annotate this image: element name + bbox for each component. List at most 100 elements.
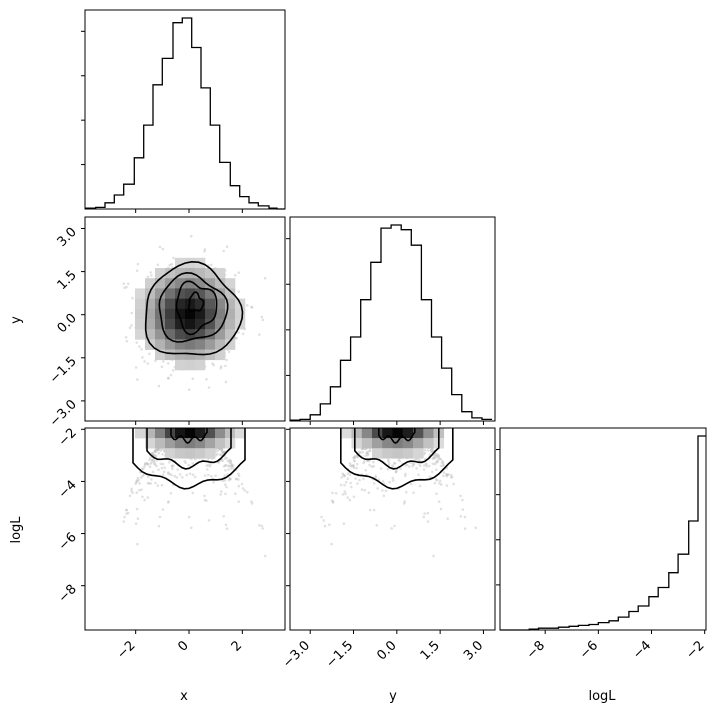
scatter-point <box>219 447 222 451</box>
scatter-point <box>343 490 347 493</box>
scatter-point <box>203 494 206 498</box>
density-cell <box>225 428 236 439</box>
scatter-point <box>434 453 438 457</box>
scatter-point <box>374 474 377 478</box>
scatter-point <box>134 522 138 525</box>
scatter-point <box>156 448 160 451</box>
scatter-point <box>224 464 227 467</box>
panel-frames <box>84 9 707 631</box>
scatter-point <box>230 462 233 465</box>
scatter-point <box>226 459 230 463</box>
scatter-point <box>435 468 438 472</box>
scatter-point <box>216 449 219 453</box>
density-cell <box>372 438 383 449</box>
scatter-point <box>221 479 225 483</box>
scatter-point <box>463 527 467 530</box>
scatter-point <box>348 473 352 477</box>
scatter-point <box>216 452 219 456</box>
density-cell <box>185 308 196 320</box>
density-cell <box>165 438 176 449</box>
scatter-point <box>323 524 327 528</box>
scatter-point <box>350 485 353 489</box>
scatter-point <box>445 484 449 487</box>
x-tick-label: 3.0 <box>461 638 486 663</box>
x-tick-label: −2 <box>114 638 138 662</box>
scatter-point <box>161 462 165 466</box>
scatter-point <box>153 449 156 453</box>
scatter-point <box>439 457 443 461</box>
scatter-point <box>364 454 367 457</box>
scatter-point <box>184 461 187 465</box>
scatter-point <box>370 465 374 469</box>
scatter-point <box>425 465 429 468</box>
scatter-point <box>169 492 173 495</box>
scatter-point <box>352 464 356 468</box>
scatter-point <box>221 450 224 453</box>
scatter-point <box>366 453 370 456</box>
y-axis-label-row3: logL <box>9 516 24 544</box>
scatter-point <box>461 508 465 511</box>
scatter-point <box>136 378 139 381</box>
density-cell <box>145 308 156 320</box>
tick-layer <box>81 30 706 634</box>
scatter-point <box>358 450 361 454</box>
scatter-point <box>367 491 371 495</box>
density-cell <box>372 448 383 459</box>
scatter-point <box>237 500 240 504</box>
scatter-point <box>154 449 157 452</box>
density-cell <box>155 428 166 439</box>
scatter-point <box>221 452 225 455</box>
density-cell <box>185 288 196 299</box>
density-cell <box>145 329 156 340</box>
scatter-point <box>153 463 157 466</box>
scatter-point <box>260 524 264 528</box>
scatter-point <box>411 463 415 466</box>
y-tick-label: −4 <box>56 478 80 502</box>
density-cell <box>135 319 146 330</box>
density-cell <box>392 438 404 449</box>
scatter-point <box>391 476 395 480</box>
scatter-point <box>426 520 430 523</box>
scatter-point <box>243 489 247 492</box>
scatter-point <box>435 479 439 482</box>
density-cell <box>205 438 216 449</box>
scatter-point <box>135 491 138 495</box>
scatter-point <box>219 493 222 496</box>
density-cell <box>205 448 216 459</box>
scatter-point <box>232 467 235 470</box>
scatter-point <box>415 467 418 470</box>
x-axis-label-col2: y <box>389 689 397 704</box>
density-cell <box>185 278 196 289</box>
scatter-point <box>149 271 152 274</box>
scatter-point <box>237 290 241 293</box>
density-cell <box>205 319 216 330</box>
density-cell <box>175 349 186 361</box>
scatter-point <box>412 491 415 495</box>
scatter-point <box>223 474 226 477</box>
density-cell <box>175 359 186 371</box>
scatter-point <box>134 482 137 486</box>
scatter-point <box>171 467 174 471</box>
scatter-point <box>158 245 162 249</box>
x-tick-label: −6 <box>577 638 601 662</box>
scatter-point <box>141 495 144 499</box>
scatter-point <box>372 464 375 468</box>
density-cell <box>215 329 226 340</box>
scatter-point <box>224 364 227 368</box>
scatter-point <box>260 315 264 319</box>
scatter-point <box>459 494 462 498</box>
scatter-point <box>412 462 416 466</box>
scatter-point <box>261 318 265 322</box>
scatter-point <box>219 367 222 370</box>
scatter-point <box>152 453 156 456</box>
scatter-point <box>375 524 379 527</box>
scatter-point <box>224 457 227 460</box>
scatter-point <box>153 462 156 466</box>
scatter-point <box>376 487 379 490</box>
scatter-point <box>358 478 361 482</box>
scatter-point <box>366 450 369 454</box>
scatter-point <box>123 286 126 290</box>
scatter-point <box>368 508 372 512</box>
scatter-point <box>237 331 240 334</box>
panel-2-0 <box>84 427 286 631</box>
